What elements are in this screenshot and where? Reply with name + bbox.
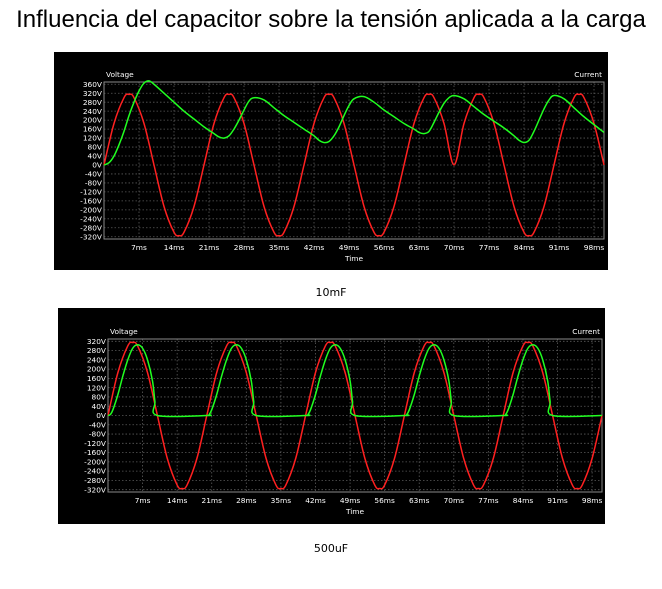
x-tick-label: 14ms (164, 243, 185, 252)
y-tick-label: -280V (80, 223, 102, 232)
y-tick-label: -40V (85, 170, 102, 179)
y-tick-label: 360V (83, 80, 102, 89)
y-tick-label: -320V (80, 232, 102, 241)
y-tick-label: 280V (83, 98, 102, 107)
y-tick-label: 40V (92, 402, 106, 411)
y-tick-label: 120V (83, 134, 102, 143)
x-tick-label: 91ms (549, 243, 570, 252)
y-tick-label: -160V (80, 196, 102, 205)
x-tick-label: 98ms (582, 496, 603, 505)
y-tick-label: -200V (80, 205, 102, 214)
current-trace-line (107, 344, 603, 418)
y-tick-label: 80V (88, 143, 102, 152)
y-tick-label: 200V (83, 116, 102, 125)
x-tick-label: 70ms (444, 243, 465, 252)
x-tick-label: 63ms (409, 243, 430, 252)
x-tick-label: 42ms (305, 496, 326, 505)
x-tick-label: 14ms (167, 496, 188, 505)
y-tick-label: -120V (84, 439, 106, 448)
x-tick-label: 28ms (236, 496, 257, 505)
chart-10mf: 360V320V280V240V200V160V120V80V40V0V-40V… (80, 70, 605, 263)
x-tick-label: 21ms (199, 243, 220, 252)
x-tick-label: 7ms (135, 496, 151, 505)
y-tick-label: 320V (87, 337, 106, 346)
x-tick-label: 84ms (514, 243, 535, 252)
left-axis-title: Voltage (110, 327, 138, 336)
x-tick-label: 56ms (374, 496, 395, 505)
x-tick-label: 63ms (409, 496, 430, 505)
x-tick-label: 91ms (547, 496, 568, 505)
y-tick-label: 240V (87, 355, 106, 364)
y-tick-label: 200V (87, 365, 106, 374)
x-tick-label: 56ms (374, 243, 395, 252)
y-tick-label: -80V (89, 430, 106, 439)
x-tick-label: 77ms (479, 243, 500, 252)
y-tick-label: -40V (89, 420, 106, 429)
oscilloscope-panel-500uf: 320V 280V 240V 200V 160V 120V 80V 40V 0V -40V -80V… (58, 308, 605, 524)
x-tick-label: 35ms (269, 243, 290, 252)
x-axis-title: Time (345, 507, 365, 516)
x-tick-label: 77ms (478, 496, 499, 505)
y-tick-label: 120V (87, 383, 106, 392)
x-tick-label: 49ms (339, 243, 360, 252)
y-tick-label: -240V (84, 467, 106, 476)
y-tick-label: 160V (87, 374, 106, 383)
right-axis-title: Current (574, 70, 602, 79)
y-tick-label: -160V (84, 448, 106, 457)
chart-500uf: 320V280V240V200V160V120V80V40V0V-40V-80V… (84, 327, 603, 516)
x-tick-label: 35ms (271, 496, 292, 505)
y-tick-label: -80V (85, 179, 102, 188)
page-title: Influencia del capacitor sobre la tensió… (16, 6, 646, 33)
voltage-trace-line (103, 93, 605, 237)
x-tick-label: 84ms (513, 496, 534, 505)
y-tick-label: 240V (83, 107, 102, 116)
y-tick-label: -120V (80, 188, 102, 197)
y-tick-label: 0V (96, 411, 106, 420)
x-axis-title: Time (344, 254, 364, 263)
right-axis-title: Current (572, 327, 600, 336)
x-tick-label: 98ms (584, 243, 605, 252)
oscilloscope-panel-10mf: 360V 320V 280V 240V 200V 160V 120V 80V 40V 0V -40V… (54, 52, 608, 270)
y-tick-label: -240V (80, 214, 102, 223)
y-tick-label: -280V (84, 476, 106, 485)
left-axis-title: Voltage (106, 70, 134, 79)
x-tick-label: 28ms (234, 243, 255, 252)
y-tick-label: 40V (88, 152, 102, 161)
y-tick-label: -200V (84, 457, 106, 466)
y-tick-label: 280V (87, 346, 106, 355)
y-tick-label: -320V (84, 485, 106, 494)
y-tick-label: 80V (92, 393, 106, 402)
x-tick-label: 49ms (340, 496, 361, 505)
chart-caption-10mf: 10mF (315, 286, 347, 299)
current-trace-line (103, 80, 605, 166)
chart-caption-500uf: 500uF (313, 542, 349, 555)
x-tick-label: 42ms (304, 243, 325, 252)
x-tick-label: 70ms (444, 496, 465, 505)
plot-frame (103, 81, 605, 240)
x-tick-label: 7ms (131, 243, 147, 252)
y-tick-label: 0V (92, 161, 102, 170)
y-tick-label: 320V (83, 89, 102, 98)
y-tick-label: 160V (83, 125, 102, 134)
x-tick-label: 21ms (202, 496, 223, 505)
